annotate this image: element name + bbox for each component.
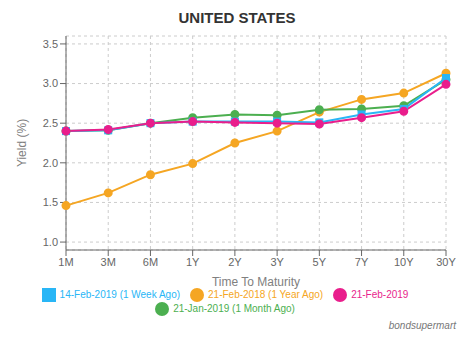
svg-text:Time To Maturity: Time To Maturity (212, 275, 300, 289)
svg-text:5Y: 5Y (313, 256, 327, 268)
svg-text:1Y: 1Y (186, 256, 200, 268)
svg-text:2Y: 2Y (228, 256, 242, 268)
html-text:14-Feb-2019 (1 Week Ago): 14-Feb-2019 (1 Week Ago) (59, 288, 180, 300)
html-text:21-Jan-2019 (1 Month Ago): 21-Jan-2019 (1 Month Ago) (173, 302, 295, 314)
svg-text:3.5: 3.5 (43, 38, 58, 50)
svg-text:3M: 3M (101, 256, 116, 268)
html-text:UNITED STATES: UNITED STATES (178, 9, 296, 26)
svg-text:1M: 1M (58, 256, 73, 268)
svg-text:3.0: 3.0 (43, 77, 58, 89)
svg-text:6M: 6M (143, 256, 158, 268)
svg-text:3Y: 3Y (270, 256, 284, 268)
svg-text:10Y: 10Y (394, 256, 414, 268)
svg-text:7Y: 7Y (355, 256, 369, 268)
svg-text:Yield (%): Yield (%) (15, 119, 29, 167)
svg-text:2.5: 2.5 (43, 117, 58, 129)
html-text:bondsupermart: bondsupermart (388, 320, 456, 331)
svg-text:1.0: 1.0 (43, 236, 58, 248)
svg-text:2.0: 2.0 (43, 157, 58, 169)
svg-text:30Y: 30Y (436, 256, 456, 268)
html-text:21-Feb-2019: 21-Feb-2019 (351, 288, 409, 300)
html-text:21-Feb-2018 (1 Year Ago): 21-Feb-2018 (1 Year Ago) (208, 288, 324, 300)
svg-text:1.5: 1.5 (43, 196, 58, 208)
